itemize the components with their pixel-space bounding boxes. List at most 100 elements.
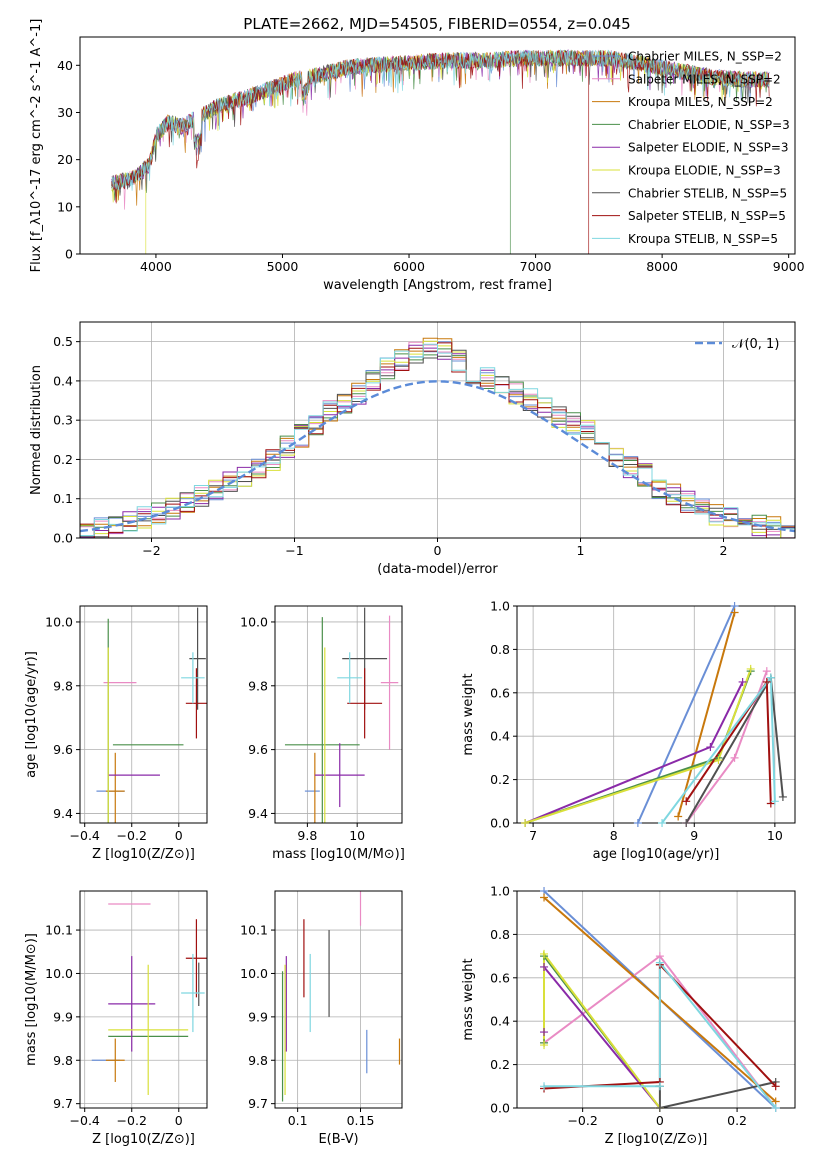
axes-frame xyxy=(274,890,403,1109)
panel-mass_vs_ebv: 0.1 0.15 9.7 9.8 9.9 10.0 10.1 E(B-V) xyxy=(240,890,403,1147)
y-tick-label: 10 xyxy=(57,199,73,214)
figure-title: PLATE=2662, MJD=54505, FIBERID=0554, z=0… xyxy=(243,15,630,33)
y-tick-label: 40 xyxy=(57,58,73,73)
y-tick-label: 0.5 xyxy=(53,334,73,349)
spectrum-line xyxy=(111,48,770,191)
x-tick-label: 7 xyxy=(529,828,537,843)
legend-entry: Chabrier STELIB, N_SSP=5 xyxy=(628,186,787,200)
y-tick-label: 9.7 xyxy=(248,1096,268,1111)
plot-area xyxy=(517,891,795,1108)
y-tick-label: 9.9 xyxy=(53,1009,73,1024)
x-tick-label: 10 xyxy=(349,828,365,843)
mass-weight-line xyxy=(677,612,736,817)
plot-area xyxy=(80,891,207,1108)
x-axis-label: Z [log10(Z/Z⊙)] xyxy=(605,1132,708,1147)
legend-entry: Chabrier MILES, N_SSP=2 xyxy=(628,50,782,64)
y-tick-label: 0.4 xyxy=(490,1014,510,1029)
legend-entry: Salpeter STELIB, N_SSP=5 xyxy=(628,209,786,223)
x-tick-label: 7000 xyxy=(520,259,552,274)
x-tick-label: 6000 xyxy=(393,259,425,274)
x-tick-label: −0.2 xyxy=(567,1113,597,1128)
plus-marker xyxy=(730,608,739,617)
y-tick-label: 30 xyxy=(57,105,73,120)
x-tick-label: 0.1 xyxy=(288,1113,308,1128)
y-tick-label: 9.6 xyxy=(53,742,73,757)
x-tick-label: 0.15 xyxy=(347,1113,375,1128)
y-tick-label: 9.9 xyxy=(248,1009,268,1024)
x-axis-label: (data-model)/error xyxy=(377,562,498,577)
panel-residual_histogram: −2 −1 0 1 2 0.0 0.1 0.2 0.3 0.4 0.5 (data-model)/er… xyxy=(29,321,796,577)
legend-entry: Kroupa MILES, N_SSP=2 xyxy=(628,95,773,109)
y-tick-label: 0.8 xyxy=(490,642,510,657)
plot-area xyxy=(80,606,207,823)
x-axis-label: mass [log10(M/M⊙)] xyxy=(272,847,405,862)
plus-marker xyxy=(674,812,683,821)
axes-frame xyxy=(79,605,208,824)
x-tick-label: 0 xyxy=(175,1113,183,1128)
y-tick-label: 10.0 xyxy=(45,966,73,981)
panel-mass_vs_Z: −0.4 −0.2 0 9.7 9.8 9.9 10.0 10.1 Z [log10(Z/Z⊙)… xyxy=(24,890,208,1147)
plus-marker xyxy=(521,819,530,827)
mass-weight-line xyxy=(658,1081,776,1108)
histogram-step xyxy=(80,343,795,536)
x-tick-label: 9000 xyxy=(773,259,805,274)
x-tick-label: 1 xyxy=(577,543,585,558)
plus-marker xyxy=(706,743,715,752)
x-axis-label: Z [log10(Z/Z⊙)] xyxy=(92,1132,195,1147)
plot-area xyxy=(80,322,795,538)
axes-frame xyxy=(79,890,208,1109)
plus-marker xyxy=(655,958,664,967)
y-tick-label: 9.8 xyxy=(53,678,73,693)
axes-frame xyxy=(516,890,796,1109)
plus-marker xyxy=(730,753,739,762)
plus-marker xyxy=(655,1104,664,1112)
x-tick-label: −0.2 xyxy=(117,1113,147,1128)
x-tick-label: 0 xyxy=(434,543,442,558)
y-tick-label: 10.0 xyxy=(240,614,268,629)
plus-marker xyxy=(658,819,667,827)
mass-weight-line xyxy=(524,670,752,823)
axes-frame xyxy=(79,36,796,255)
y-tick-label: 0.4 xyxy=(53,373,73,388)
plus-marker xyxy=(540,893,549,902)
plot-area xyxy=(111,48,770,254)
mass-weight-line xyxy=(524,668,752,823)
legend-entry: Kroupa STELIB, N_SSP=5 xyxy=(628,232,778,246)
x-tick-label: −0.2 xyxy=(117,828,147,843)
plus-marker xyxy=(766,799,775,808)
mass-weight-line xyxy=(636,606,736,823)
y-tick-label: 10.1 xyxy=(240,923,268,938)
plus-marker xyxy=(762,667,771,676)
legend-entry: Salpeter ELODIE, N_SSP=3 xyxy=(628,141,789,155)
plus-marker xyxy=(540,962,549,971)
y-tick-label: 9.6 xyxy=(248,742,268,757)
panel-mass_weight_vs_age: 7 8 9 10 0.0 0.2 0.4 0.6 0.8 1.0 age [log10(age/yr… xyxy=(461,599,796,862)
y-axis-label: mass [log10(M/M⊙)] xyxy=(24,933,39,1066)
x-axis-label: wavelength [Angstrom, rest frame] xyxy=(323,278,552,293)
x-tick-label: 10 xyxy=(767,828,783,843)
panel-spectrum: 4000 5000 6000 7000 8000 9000 0 10 20 30 40 wavelen… xyxy=(29,19,805,293)
plus-marker xyxy=(746,664,755,673)
panel-age_vs_Z: −0.4 −0.2 0 9.4 9.6 9.8 10.0 Z [log10(Z/Z⊙)] age… xyxy=(24,605,208,862)
y-tick-label: 0.4 xyxy=(490,729,510,744)
plus-marker xyxy=(714,756,723,765)
x-tick-label: 0 xyxy=(175,828,183,843)
plus-marker xyxy=(738,677,747,686)
plus-marker xyxy=(633,819,642,827)
x-tick-label: 2 xyxy=(720,543,728,558)
y-tick-label: 10.1 xyxy=(45,923,73,938)
y-axis-label: mass weight xyxy=(461,673,476,755)
y-tick-label: 1.0 xyxy=(490,599,510,614)
plot-area xyxy=(517,606,795,823)
x-tick-label: −1 xyxy=(285,543,303,558)
y-tick-label: 9.8 xyxy=(248,678,268,693)
legend-entry: Salpeter MILES, N_SSP=2 xyxy=(628,72,781,86)
y-tick-label: 9.4 xyxy=(53,806,73,821)
plus-marker xyxy=(682,797,691,806)
x-tick-label: 0.2 xyxy=(727,1113,747,1128)
plot-area xyxy=(275,891,402,1108)
x-tick-label: −0.4 xyxy=(70,828,100,843)
x-tick-label: −2 xyxy=(142,543,160,558)
y-axis-label: age [log10(age/yr)] xyxy=(24,651,39,778)
